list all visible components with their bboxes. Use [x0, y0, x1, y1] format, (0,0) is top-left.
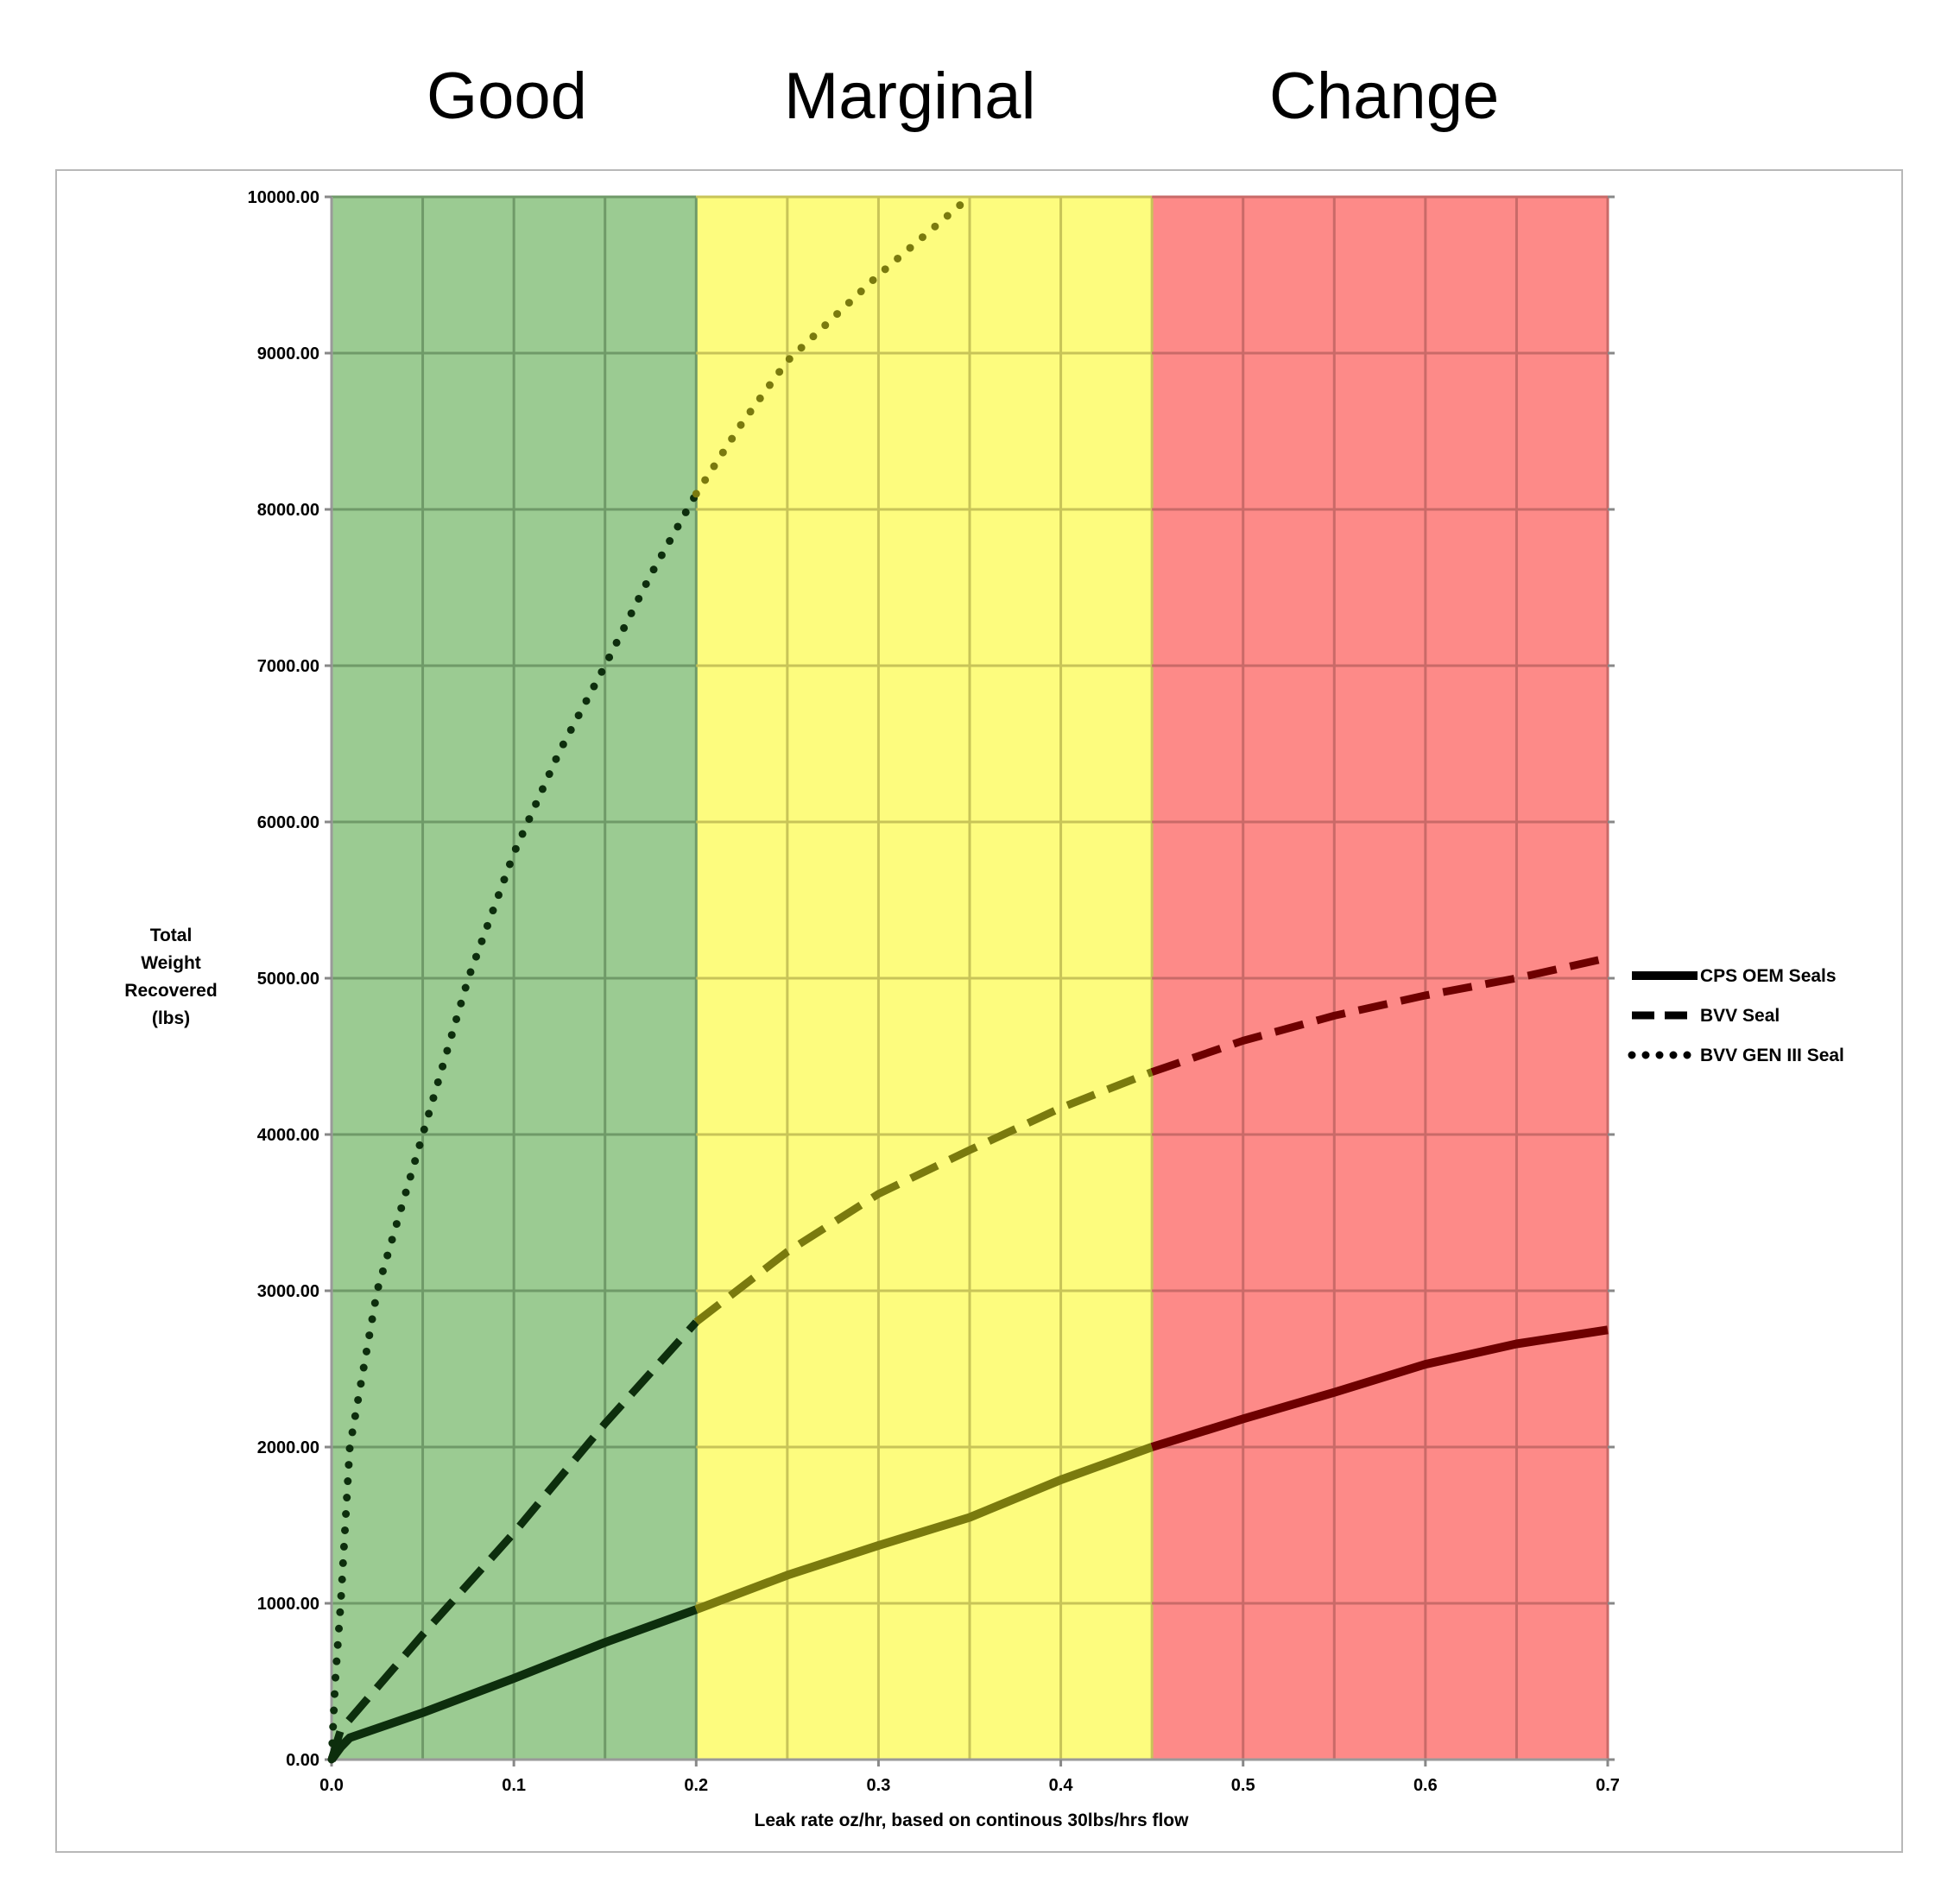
series-line-bvv-gen-iii-seal [692, 193, 974, 498]
legend-label-cps-oem-seals: CPS OEM Seals [1700, 966, 1837, 986]
y-tick-label: 8000.00 [257, 501, 319, 520]
y-tick-label: 6000.00 [257, 813, 319, 832]
legend-label-bvv-gen-iii-seal: BVV GEN III Seal [1700, 1046, 1844, 1065]
series-lines [327, 193, 1609, 1764]
y-tick-label: 1000.00 [257, 1595, 319, 1614]
zone-heading-marginal: Marginal [784, 60, 1036, 133]
x-tick-label: 0.0 [319, 1776, 344, 1795]
y-axis-title-line: Weight [141, 953, 201, 973]
y-tick-label: 9000.00 [257, 344, 319, 363]
x-tick-label: 0.1 [502, 1776, 526, 1795]
series-line-cps-oem-seals [694, 1443, 1154, 1614]
x-tick-label: 0.2 [684, 1776, 708, 1795]
x-tick-label: 0.4 [1049, 1776, 1074, 1795]
y-axis-title-line: Recovered [124, 981, 217, 1001]
y-tick-label: 3000.00 [257, 1282, 319, 1301]
y-tick-label: 4000.00 [257, 1126, 319, 1145]
x-tick-label: 0.7 [1596, 1776, 1620, 1795]
series-line-bvv-seal [693, 1068, 1154, 1325]
x-tick-label: 0.3 [867, 1776, 891, 1795]
y-axis-title-line: (lbs) [152, 1008, 190, 1028]
x-tick-label: 0.6 [1413, 1776, 1438, 1795]
y-tick-label: 10000.00 [248, 188, 319, 207]
legend: CPS OEM Seals BVV Seal BVV GEN III Seal [1628, 966, 1844, 1065]
y-tick-label: 0.00 [286, 1751, 319, 1770]
x-tick-label: 0.5 [1231, 1776, 1255, 1795]
series-line-cps-oem-seals [327, 1605, 698, 1762]
tick-labels: 0.00 1000.00 2000.00 3000.00 4000.00 5000.00 6… [124, 188, 1620, 1830]
series-line-bvv-seal [1150, 954, 1609, 1076]
y-tick-label: 5000.00 [257, 970, 319, 989]
y-tick-label: 7000.00 [257, 657, 319, 676]
series-line-bvv-seal [327, 1319, 699, 1761]
y-axis-title-line: Total [150, 926, 193, 945]
x-axis-title: Leak rate oz/hr, based on continous 30lb… [755, 1811, 1190, 1830]
y-tick-label: 2000.00 [257, 1438, 319, 1457]
series-line-cps-oem-seals [1150, 1325, 1609, 1451]
zone-heading-good: Good [427, 60, 587, 133]
legend-label-bvv-seal: BVV Seal [1700, 1006, 1780, 1026]
zone-heading-change: Change [1269, 60, 1500, 133]
